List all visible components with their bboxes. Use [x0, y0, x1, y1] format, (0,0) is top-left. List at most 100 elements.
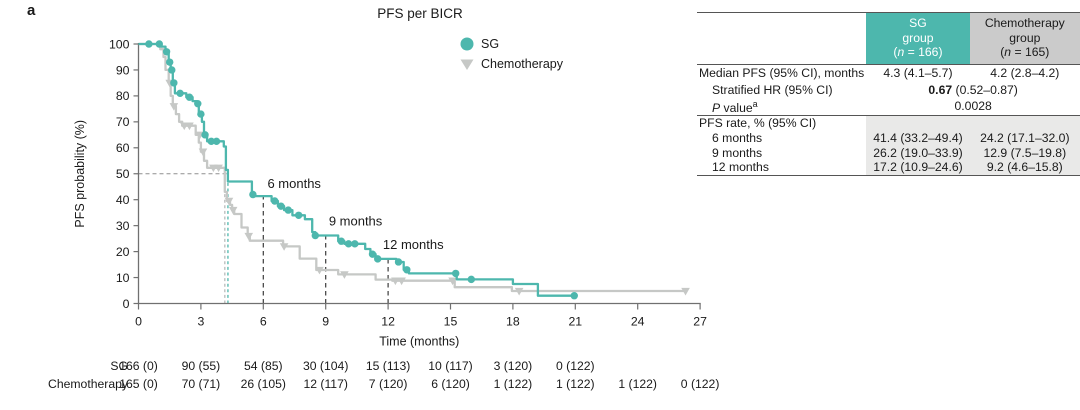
p-value: 0.0028 [866, 97, 1080, 117]
x-axis-title: Time (months) [379, 335, 459, 349]
rate-6mo-sg-value: 41.4 (33.2–49.4) [866, 131, 970, 146]
risk-value: 1 (122) [618, 377, 657, 391]
results-table: SG group (n = 166) Chemotherapy group (n… [697, 12, 1080, 176]
censor-mark-sg [311, 231, 319, 240]
censor-mark-sg [212, 137, 221, 146]
censor-mark-sg [374, 255, 382, 263]
y-tick-label: 80 [116, 89, 130, 103]
censor-mark-sg [452, 269, 460, 278]
censor-mark-sg [403, 266, 411, 274]
risk-row-label-sg: SG [110, 359, 128, 373]
rate-6mo-label: 6 months [712, 131, 763, 146]
censor-mark-sg [201, 131, 209, 139]
pfs-rate-9mo-row: 9 months 26.2 (19.0–33.9) 12.9 (7.5–19.8… [697, 145, 1080, 161]
rate-9mo-sg-value: 26.2 (19.0–33.9) [866, 145, 970, 161]
risk-value: 0 (122) [681, 377, 720, 391]
y-tick-label: 90 [116, 63, 130, 77]
censor-mark-sg [394, 258, 403, 266]
censor-mark-sg [185, 93, 194, 101]
rate-6mo-chemo-value: 24.2 (17.1–32.0) [969, 131, 1080, 146]
censor-mark-sg [294, 211, 303, 219]
p-value-row: P valuea 0.0028 [697, 97, 1080, 117]
risk-value: 166 (0) [119, 359, 158, 373]
risk-value: 30 (104) [303, 359, 348, 373]
risk-row-label-chemotherapy: Chemotherapy [48, 377, 129, 391]
censor-mark-chemotherapy [340, 271, 349, 279]
censor-mark-chemotherapy [391, 277, 400, 286]
km-curve-chemotherapy [138, 42, 686, 293]
x-tick-label: 0 [135, 315, 142, 329]
censor-mark-chemotherapy [279, 243, 289, 251]
censor-mark-chemotherapy [315, 266, 324, 275]
x-tick-label: 12 [381, 315, 395, 329]
median-pfs-label: Median PFS (95% CI), months [699, 66, 865, 81]
censor-mark-chemotherapy [681, 287, 690, 296]
rate-9mo-label: 9 months [712, 145, 763, 160]
pfs-rate-spacer [866, 115, 1080, 132]
censor-mark-chemotherapy [198, 148, 208, 157]
y-tick-label: 20 [116, 245, 130, 259]
sg-group-title: SG [909, 16, 927, 30]
pfs-rate-12mo-row: 12 months 17.2 (10.9–24.6) 9.2 (4.6–15.8… [697, 160, 1080, 176]
annotation-6-months: 6 months [267, 176, 321, 191]
y-tick-label: 100 [109, 37, 130, 51]
censor-mark-chemotherapy [228, 206, 238, 215]
censor-mark-sg [277, 202, 285, 210]
x-tick-label: 27 [693, 315, 707, 329]
risk-value: 90 (55) [182, 359, 221, 373]
sg-group-subtitle: group [902, 30, 934, 45]
censor-mark-chemotherapy [514, 287, 524, 296]
censor-mark-sg [176, 89, 184, 98]
km-plot: 0 10 20 30 40 50 60 70 80 90 100 0 3 6 9 12 15 18 21 24 27 Ti… [48, 37, 720, 391]
censor-mark-chemotherapy [244, 232, 254, 241]
x-tick-label: 21 [568, 315, 582, 329]
censor-mark-sg [170, 79, 178, 87]
chart-legend: SG Chemotherapy [460, 34, 563, 74]
results-header-sg-group: SG group (n = 166) [866, 12, 970, 65]
km-curve-sg [138, 42, 575, 297]
risk-value: 1 (122) [556, 377, 595, 391]
censor-mark-sg [197, 110, 205, 118]
x-tick-label: 9 [322, 315, 329, 329]
y-tick-label: 70 [116, 115, 130, 129]
risk-value: 12 (117) [303, 377, 348, 391]
x-tick-label: 3 [197, 315, 204, 329]
rate-12mo-sg-value: 17.2 (10.9–24.6) [866, 160, 970, 176]
x-tick-label: 15 [444, 315, 458, 329]
annotation-9-months: 9 months [329, 214, 383, 229]
censor-mark-sg [194, 99, 202, 108]
pfs-rate-6mo-row: 6 months 41.4 (33.2–49.4) 24.2 (17.1–32.… [697, 131, 1080, 146]
risk-value: 10 (117) [428, 359, 473, 373]
censor-mark-chemotherapy [214, 164, 223, 173]
risk-value: 165 (0) [119, 377, 158, 391]
censor-mark-sg [351, 240, 359, 248]
legend-label-sg: SG [481, 37, 500, 51]
hazard-ratio-label: Stratified HR (95% CI) [712, 82, 833, 97]
x-tick-label: 6 [260, 315, 267, 329]
results-header-row: SG group (n = 166) Chemotherapy group (n… [697, 12, 1080, 65]
legend-label-chemotherapy: Chemotherapy [481, 57, 563, 71]
sg-group-n: (n = 166) [893, 45, 943, 60]
censor-mark-sg [271, 197, 279, 205]
risk-value: 15 (113) [366, 359, 411, 373]
y-tick-label: 60 [116, 141, 130, 155]
censor-mark-sg [207, 137, 215, 146]
risk-value: 3 (120) [494, 359, 533, 373]
risk-value: 54 (85) [244, 359, 283, 373]
y-tick-label: 30 [116, 219, 130, 233]
median-pfs-sg-value: 4.3 (4.1–5.7) [883, 66, 953, 81]
pfs-rate-section-row: PFS rate, % (95% CI) [697, 115, 1080, 132]
legend-item-sg: SG [460, 34, 563, 54]
results-header-chemo-group: Chemotherapy group (n = 165) [969, 12, 1080, 65]
rate-9mo-chemo-value: 12.9 (7.5–19.8) [969, 145, 1080, 161]
hazard-ratio-value: 0.67 (0.52–0.87) [928, 82, 1018, 97]
censor-mark-chemotherapy [448, 277, 457, 286]
censor-mark-sg [344, 240, 353, 248]
sg-circle-marker-icon [460, 37, 474, 51]
median-pfs-row: Median PFS (95% CI), months 4.3 (4.1–5.7… [697, 64, 1080, 81]
chart-title: PFS per BICR [377, 6, 463, 21]
censor-mark-sg [284, 206, 292, 214]
risk-value: 0 (122) [556, 359, 595, 373]
p-value-label: P valuea [697, 97, 867, 117]
